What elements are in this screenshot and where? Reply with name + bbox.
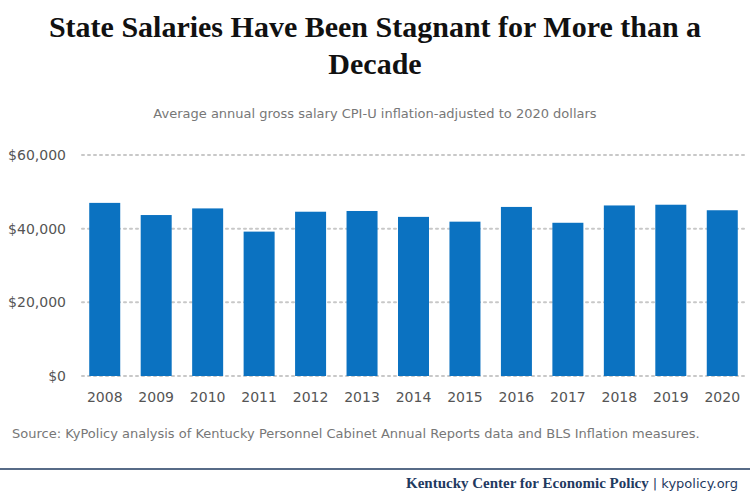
footer: Kentucky Center for Economic Policy | ky… [406,475,738,492]
x-tick-label: 2009 [138,389,174,405]
x-tick-label: 2011 [241,389,277,405]
footer-url: | kypolicy.org [649,476,738,491]
x-tick-label: 2017 [550,389,586,405]
x-tick-label: 2016 [499,389,535,405]
bar [244,232,275,376]
x-tick-label: 2018 [602,389,638,405]
bar [552,223,583,376]
bar [655,205,686,376]
y-tick-label: $40,000 [8,221,66,237]
subtitle: Average annual gross salary CPI-U inflat… [0,106,750,121]
bar [449,222,480,376]
x-tick-label: 2012 [293,389,329,405]
chart: $0 $20,000 $40,000 $60,000 2008 2009 2010 2011 2… [0,0,750,500]
bars [89,203,738,376]
bar [89,203,120,376]
x-tick-label: 2015 [447,389,483,405]
x-tick-label: 2010 [190,389,226,405]
source-note: Source: KyPolicy analysis of Kentucky Pe… [12,424,732,444]
x-tick-label: 2008 [87,389,123,405]
bar [192,208,223,376]
y-tick-label: $60,000 [8,147,66,163]
x-tick-label: 2019 [653,389,689,405]
footer-name: Kentucky Center for Economic Policy [406,475,649,491]
footer-rule [0,468,750,470]
bar [141,215,172,376]
bar [604,205,635,376]
x-tick-label: 2014 [396,389,432,405]
x-tick-label: 2013 [344,389,380,405]
title: State Salaries Have Been Stagnant for Mo… [40,8,710,82]
bar [398,217,429,376]
bar [295,212,326,376]
y-tick-label: $0 [48,368,66,384]
y-tick-label: $20,000 [8,294,66,310]
bar [347,211,378,376]
bar [501,207,532,376]
page: State Salaries Have Been Stagnant for Mo… [0,0,750,500]
bar [707,210,738,376]
x-tick-label: 2020 [704,389,740,405]
grid-line [82,154,745,156]
